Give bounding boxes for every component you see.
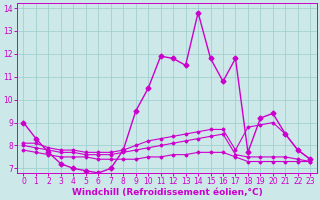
X-axis label: Windchill (Refroidissement éolien,°C): Windchill (Refroidissement éolien,°C) [72, 188, 262, 197]
